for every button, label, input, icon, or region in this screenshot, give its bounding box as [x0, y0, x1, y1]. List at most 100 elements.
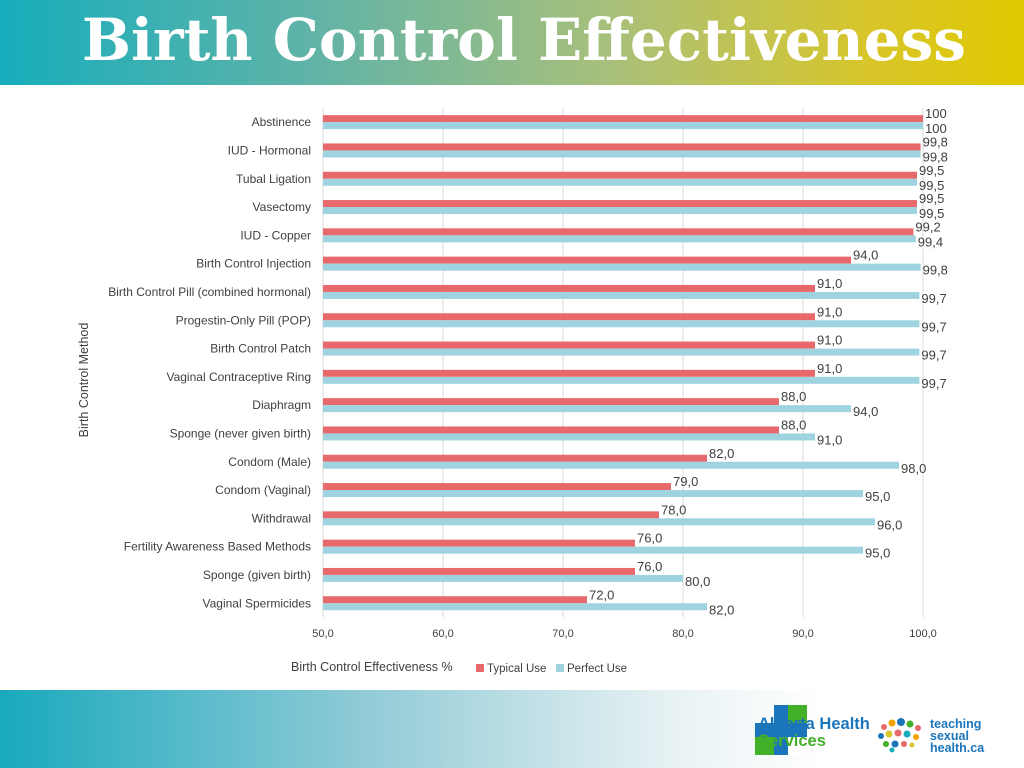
legend-label: Perfect Use	[567, 663, 627, 675]
typical-value-label: 91,0	[817, 304, 842, 319]
perfect-use-bar	[323, 348, 920, 356]
perfect-use-bar	[323, 320, 920, 328]
perfect-value-label: 99,8	[923, 149, 948, 164]
perfect-use-bar	[323, 546, 863, 554]
category-label: Abstinence	[252, 115, 312, 129]
alberta-health-logo-text: Alberta Health Services	[758, 716, 870, 750]
category-label: Tubal Ligation	[236, 172, 311, 186]
category-label: Birth Control Pill (combined hormonal)	[108, 285, 311, 299]
legend-swatch	[476, 664, 484, 672]
typical-use-bar	[323, 115, 923, 123]
perfect-value-label: 98,0	[901, 461, 926, 476]
legend-swatch	[556, 664, 564, 672]
typical-use-bar	[323, 398, 779, 406]
perfect-use-bar	[323, 603, 707, 611]
perfect-use-bar	[323, 461, 899, 469]
bar-group	[323, 115, 923, 611]
category-label: Sponge (never given birth)	[170, 426, 311, 440]
x-tick-label: 90,0	[792, 628, 813, 640]
logo2-line2: sexual	[930, 729, 969, 743]
logo1-line2: Services	[758, 732, 826, 750]
logo1-line1: Alberta Health	[758, 715, 870, 733]
perfect-use-bar	[323, 263, 921, 271]
typical-use-bar	[323, 596, 587, 604]
category-label: Birth Control Injection	[196, 257, 311, 271]
x-tick-label: 100,0	[909, 628, 937, 640]
typical-use-bar	[323, 228, 914, 236]
perfect-use-bar	[323, 150, 921, 158]
perfect-value-label: 95,0	[865, 489, 890, 504]
perfect-use-bar	[323, 574, 683, 582]
typical-use-bar	[323, 313, 815, 321]
perfect-use-bar	[323, 433, 815, 441]
typical-value-label: 82,0	[709, 446, 734, 461]
typical-use-bar	[323, 256, 851, 264]
perfect-use-bar	[323, 122, 923, 130]
logo2-line3: health.ca	[930, 741, 985, 755]
typical-use-bar	[323, 454, 707, 462]
typical-use-bar	[323, 143, 921, 151]
perfect-value-label: 99,7	[921, 319, 946, 334]
perfect-use-bar	[323, 291, 920, 299]
perfect-value-label: 95,0	[865, 546, 890, 561]
typical-use-bar	[323, 171, 917, 179]
value-labels: 10010099,899,899,599,599,599,599,299,494…	[589, 106, 948, 617]
perfect-value-label: 82,0	[709, 602, 734, 617]
typical-value-label: 76,0	[637, 559, 662, 574]
category-label: Vaginal Contraceptive Ring	[166, 370, 311, 384]
typical-value-label: 99,2	[915, 219, 940, 234]
perfect-value-label: 99,4	[918, 234, 943, 249]
y-axis-title: Birth Control Method	[77, 323, 91, 438]
category-label: Condom (Vaginal)	[215, 483, 311, 497]
grid-lines	[322, 108, 924, 618]
header-banner: Birth Control Effectiveness	[0, 0, 1024, 85]
perfect-value-label: 99,7	[921, 376, 946, 391]
typical-value-label: 79,0	[673, 474, 698, 489]
teaching-sexual-health-dots-icon	[878, 718, 921, 753]
typical-value-label: 72,0	[589, 587, 614, 602]
x-tick-label: 60,0	[432, 628, 453, 640]
typical-value-label: 88,0	[781, 389, 806, 404]
x-axis-title: Birth Control Effectiveness %	[291, 660, 453, 674]
perfect-value-label: 94,0	[853, 404, 878, 419]
perfect-value-label: 99,7	[921, 291, 946, 306]
page-title: Birth Control Effectiveness	[82, 6, 966, 74]
category-label: Vasectomy	[253, 200, 311, 214]
typical-value-label: 94,0	[853, 248, 878, 263]
category-label: Vaginal Spermicides	[203, 596, 312, 610]
legend: Typical Use Perfect Use	[476, 663, 627, 675]
perfect-value-label: 99,5	[919, 206, 944, 221]
typical-use-bar	[323, 511, 659, 519]
typical-value-label: 91,0	[817, 276, 842, 291]
category-label: Progestin-Only Pill (POP)	[176, 313, 311, 327]
typical-value-label: 91,0	[817, 333, 842, 348]
x-tick-label: 70,0	[552, 628, 573, 640]
category-label: IUD - Copper	[240, 228, 311, 242]
logo2-line1: teaching	[930, 717, 982, 731]
alberta-health-cross-icon	[755, 705, 807, 755]
perfect-value-label: 91,0	[817, 432, 842, 447]
typical-use-bar	[323, 483, 671, 491]
typical-use-bar	[323, 200, 917, 208]
typical-use-bar	[323, 539, 635, 547]
typical-value-label: 91,0	[817, 361, 842, 376]
perfect-use-bar	[323, 207, 917, 215]
perfect-value-label: 100	[925, 121, 947, 136]
perfect-value-label: 99,5	[919, 178, 944, 193]
perfect-value-label: 96,0	[877, 517, 902, 532]
typical-value-label: 99,5	[919, 191, 944, 206]
teaching-sexual-health-logo-text: teaching sexual health.ca	[930, 717, 985, 755]
typical-value-label: 78,0	[661, 502, 686, 517]
footer-band	[0, 690, 1024, 768]
legend-label: Typical Use	[487, 663, 546, 675]
perfect-use-bar	[323, 490, 863, 498]
typical-use-bar	[323, 341, 815, 349]
x-tick-labels: 50,0 60,0 70,0 80,0 90,0 100,0	[312, 628, 936, 640]
category-labels: Abstinence IUD - Hormonal Tubal Ligation Va…	[108, 115, 311, 610]
x-tick-label: 80,0	[672, 628, 693, 640]
category-label: IUD - Hormonal	[228, 143, 311, 157]
typical-value-label: 99,5	[919, 163, 944, 178]
perfect-value-label: 99,8	[923, 263, 948, 278]
effectiveness-chart: Abstinence IUD - Hormonal Tubal Ligation Va…	[77, 106, 948, 675]
perfect-use-bar	[323, 376, 920, 384]
